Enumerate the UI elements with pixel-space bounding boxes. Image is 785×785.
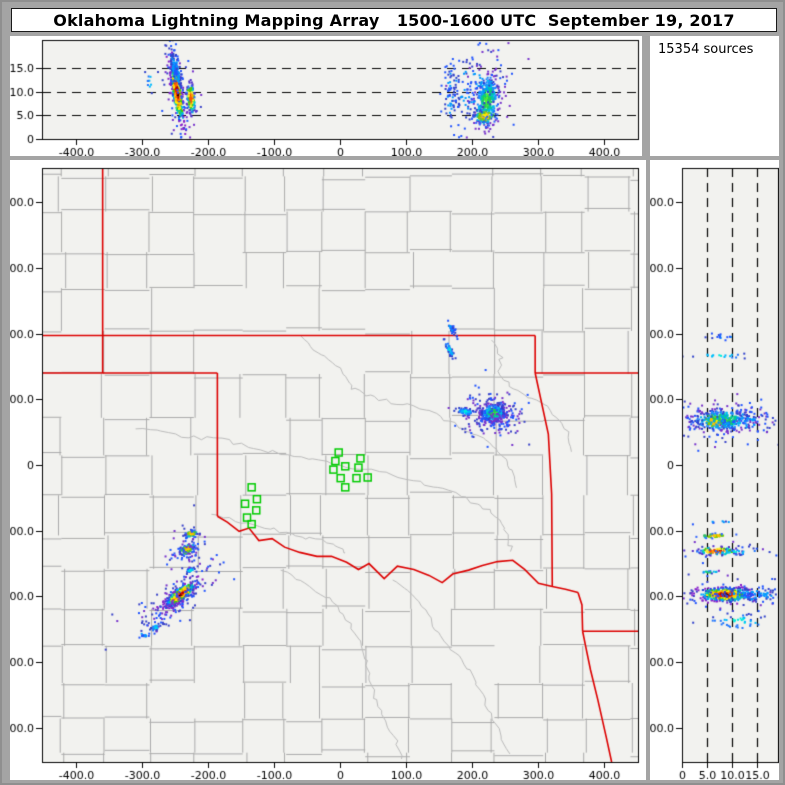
page-title: Oklahoma Lightning Mapping Array 1500-16… (53, 10, 735, 30)
ns-altitude-projection-plot[interactable] (650, 160, 779, 780)
plan-view-map-panel (10, 160, 646, 780)
title-bar: Oklahoma Lightning Mapping Array 1500-16… (11, 8, 777, 32)
ew-altitude-projection-plot[interactable] (10, 36, 642, 156)
ns-altitude-projection-panel (650, 160, 779, 780)
sources-count-panel: 15354 sources (650, 36, 779, 156)
sources-count-label: 15354 sources (658, 42, 754, 57)
ew-altitude-projection-panel (10, 36, 642, 156)
plan-view-map-plot[interactable] (10, 160, 646, 780)
